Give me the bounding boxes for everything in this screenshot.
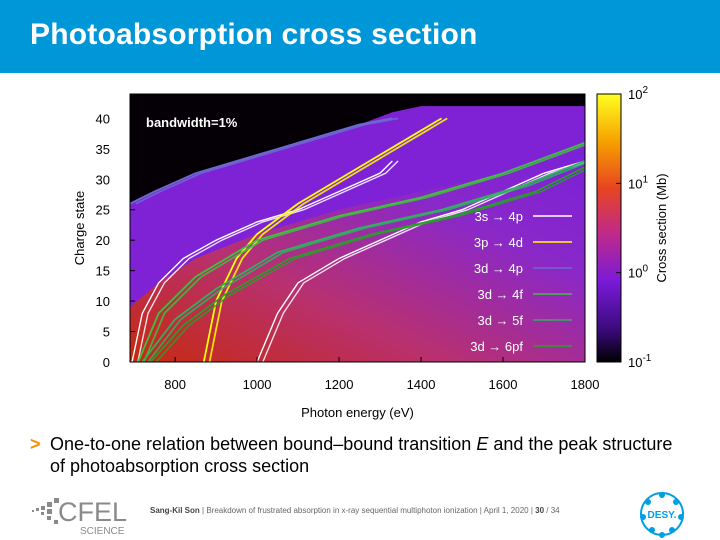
colorbar-tick-label: 100 [628,264,648,281]
bullet-marker: > [30,434,41,454]
y-tick-label: 30 [96,172,110,187]
colorbar-tick-label: 101 [628,174,648,191]
y-axis-label: Charge state [72,191,87,265]
series-line-4 [137,141,585,362]
colorbar-gradient [596,93,622,363]
y-tick-label: 20 [96,233,110,248]
series-line-3-partner [135,117,399,205]
legend-label: 3d → 6pf [470,339,523,354]
chart-annotation: bandwidth=1% [146,115,238,130]
legend-label: 3d → 4f [477,287,523,302]
desy-logo-text: DESY. [648,510,677,521]
footer-author: Sang-Kil Son [150,506,200,515]
cross-section-figure: bandwidth=1% 800 1000 1200 1400 1600 18000510… [72,85,669,420]
legend-label: 3d → 4p [474,261,523,276]
footer-text: Sang-Kil Son | Breakdown of frustrated a… [150,506,560,515]
colorbar-tick-label: 10-1 [628,353,652,370]
y-tick-label: 40 [96,111,110,126]
cfel-logo-text: CFEL [58,497,127,527]
x-tick-label: 800 [164,377,186,392]
y-tick-label: 25 [96,203,110,218]
desy-logo: DESY. [640,492,684,538]
legend: 3s → 4p 3p → 4d 3d → 4p 3d → 4f 3d → 5f 3d → … [470,209,572,354]
series-line-5 [141,160,585,362]
footer-sep: | [477,506,484,515]
plot-area: bandwidth=1% [130,94,585,362]
x-tick-label: 1200 [325,377,354,392]
legend-label: 3p → 4d [474,235,523,250]
colorbar-tick-exponent: -1 [642,353,651,364]
bullet-text: One-to-one relation between bound–bound … [50,433,690,477]
colorbar-label: Cross section (Mb) [654,173,669,282]
series-line-6 [149,166,585,362]
cfel-logo: CFEL SCIENCE [32,497,127,537]
colorbar-tick-label: 102 [628,85,648,102]
footer-date: April 1, 2020 [483,506,529,515]
series-line-1 [256,160,585,362]
x-tick-label: 1000 [243,377,272,392]
series-line-0-partner [137,160,399,362]
legend-label: 3d → 5f [477,313,523,328]
footer-page: 30 [535,506,545,515]
axes: 800 1000 1200 1400 1600 1800 0 5 10 15 20 25 30 35 40 P… [72,93,600,420]
cfel-logo-subtext: SCIENCE [80,526,125,537]
bullet-text-part1: One-to-one relation between bound–bound … [50,434,477,454]
title-bar: Photoabsorption cross section [0,0,720,73]
legend-label: 3s → 4p [475,209,523,224]
series-line-2-partner [208,117,448,362]
x-tick-label: 1800 [571,377,600,392]
series-line-4-partner [143,143,585,362]
series-line-0 [131,160,393,362]
footer: CFEL SCIENCE Sang-Kil Son | Breakdown of… [0,490,720,540]
footer-sep: | [199,506,207,515]
bullet-text-italic: E [476,434,489,454]
colorbar-tick-exponent: 1 [642,174,648,185]
y-tick-label: 35 [96,142,110,157]
footer-page-total: / 34 [544,506,560,515]
footer-sep: | [528,506,536,515]
series-line-2 [202,117,442,362]
series-line-5-partner [147,162,585,362]
footer-talk-title: Breakdown of frustrated absorption in x-… [206,506,478,515]
plot-frame [129,93,586,363]
y-tick-label: 5 [103,325,110,340]
page-title: Photoabsorption cross section [30,18,478,51]
series-line-3 [130,117,393,205]
colorbar-tick-exponent: 2 [642,85,648,96]
y-tick-label: 15 [96,264,110,279]
bullet-text-part2: and the peak structure of photoabsorptio… [50,434,673,476]
plot-clip-group [130,94,585,362]
x-axis-label: Photon energy (eV) [301,405,414,420]
colorbar-tick-exponent: 0 [642,264,648,275]
y-tick-label: 0 [103,355,110,370]
y-tick-label: 10 [96,294,110,309]
x-tick-label: 1400 [407,377,436,392]
x-tick-label: 1600 [489,377,518,392]
series-line-6-partner [155,169,585,362]
